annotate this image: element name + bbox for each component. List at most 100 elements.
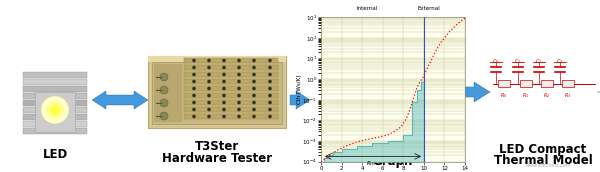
Text: Graph: Graph [373, 154, 413, 168]
Circle shape [237, 66, 241, 69]
Circle shape [160, 112, 168, 120]
Circle shape [252, 80, 256, 83]
Circle shape [222, 59, 226, 62]
Circle shape [222, 66, 226, 69]
Bar [184, 72, 278, 77]
Bar [23, 93, 87, 99]
Bar [35, 92, 75, 132]
Circle shape [222, 80, 226, 83]
Circle shape [237, 94, 241, 97]
Bar [184, 65, 278, 70]
Circle shape [237, 87, 241, 90]
Bar [23, 121, 87, 127]
Text: Characterization: Characterization [338, 143, 448, 157]
Text: $R_0$: $R_0$ [500, 91, 508, 100]
Bar [184, 86, 278, 91]
Circle shape [192, 94, 196, 97]
Circle shape [237, 108, 241, 111]
Text: $R_3$: $R_3$ [565, 91, 572, 100]
Text: $C_2$: $C_2$ [535, 57, 542, 66]
Circle shape [268, 101, 272, 104]
Circle shape [222, 94, 226, 97]
Bar [562, 80, 574, 87]
Text: junction: junction [475, 90, 491, 94]
Circle shape [207, 101, 211, 104]
Bar [184, 93, 278, 98]
Text: $C_3$: $C_3$ [556, 57, 563, 66]
Circle shape [160, 86, 168, 94]
Circle shape [268, 94, 272, 97]
Text: LED Compact: LED Compact [499, 143, 587, 157]
Circle shape [192, 115, 196, 118]
Bar [184, 107, 278, 112]
Circle shape [252, 94, 256, 97]
Circle shape [50, 105, 60, 115]
Circle shape [268, 80, 272, 83]
Bar [23, 114, 87, 120]
Text: Internal: Internal [356, 6, 378, 11]
Polygon shape [459, 82, 490, 102]
Circle shape [192, 80, 196, 83]
Circle shape [268, 115, 272, 118]
Circle shape [46, 101, 64, 119]
Circle shape [252, 73, 256, 76]
Text: Hardware Tester: Hardware Tester [162, 152, 272, 164]
Circle shape [207, 59, 211, 62]
Circle shape [237, 101, 241, 104]
Bar [23, 128, 87, 134]
Circle shape [237, 73, 241, 76]
Polygon shape [92, 91, 148, 109]
Bar [152, 62, 282, 124]
Bar [498, 80, 510, 87]
Circle shape [252, 59, 256, 62]
Text: LED: LED [43, 148, 68, 160]
Circle shape [252, 115, 256, 118]
Circle shape [222, 87, 226, 90]
Text: T3Ster: T3Ster [195, 141, 239, 153]
Bar [184, 58, 278, 63]
Circle shape [160, 73, 168, 81]
Bar [148, 56, 286, 62]
Circle shape [41, 96, 69, 124]
Circle shape [222, 101, 226, 104]
Circle shape [207, 108, 211, 111]
Text: www.elecfans.com: www.elecfans.com [525, 163, 571, 168]
Text: $C_0$: $C_0$ [493, 57, 500, 66]
Bar [148, 56, 286, 128]
Circle shape [207, 87, 211, 90]
Circle shape [237, 80, 241, 83]
Circle shape [252, 108, 256, 111]
Circle shape [207, 66, 211, 69]
Circle shape [268, 59, 272, 62]
Circle shape [192, 66, 196, 69]
Circle shape [268, 87, 272, 90]
Circle shape [252, 101, 256, 104]
Circle shape [252, 87, 256, 90]
Text: case: case [597, 90, 600, 94]
Bar [23, 79, 87, 85]
Circle shape [268, 66, 272, 69]
Y-axis label: Cth [Ws/K]: Cth [Ws/K] [296, 75, 301, 104]
Bar [23, 86, 87, 92]
Circle shape [222, 115, 226, 118]
Bar [541, 80, 553, 87]
Circle shape [222, 73, 226, 76]
Bar [184, 79, 278, 84]
Circle shape [192, 108, 196, 111]
Circle shape [192, 73, 196, 76]
Circle shape [207, 80, 211, 83]
Circle shape [207, 115, 211, 118]
Text: $R_2$: $R_2$ [544, 91, 551, 100]
Bar [23, 72, 87, 78]
Circle shape [207, 73, 211, 76]
Text: $R_{th,c}$: $R_{th,c}$ [365, 159, 379, 168]
Circle shape [222, 108, 226, 111]
Circle shape [237, 59, 241, 62]
Circle shape [207, 94, 211, 97]
Bar [23, 107, 87, 113]
Polygon shape [290, 91, 310, 109]
Circle shape [268, 73, 272, 76]
Text: $C_1$: $C_1$ [514, 57, 521, 66]
Circle shape [268, 108, 272, 111]
Circle shape [192, 59, 196, 62]
